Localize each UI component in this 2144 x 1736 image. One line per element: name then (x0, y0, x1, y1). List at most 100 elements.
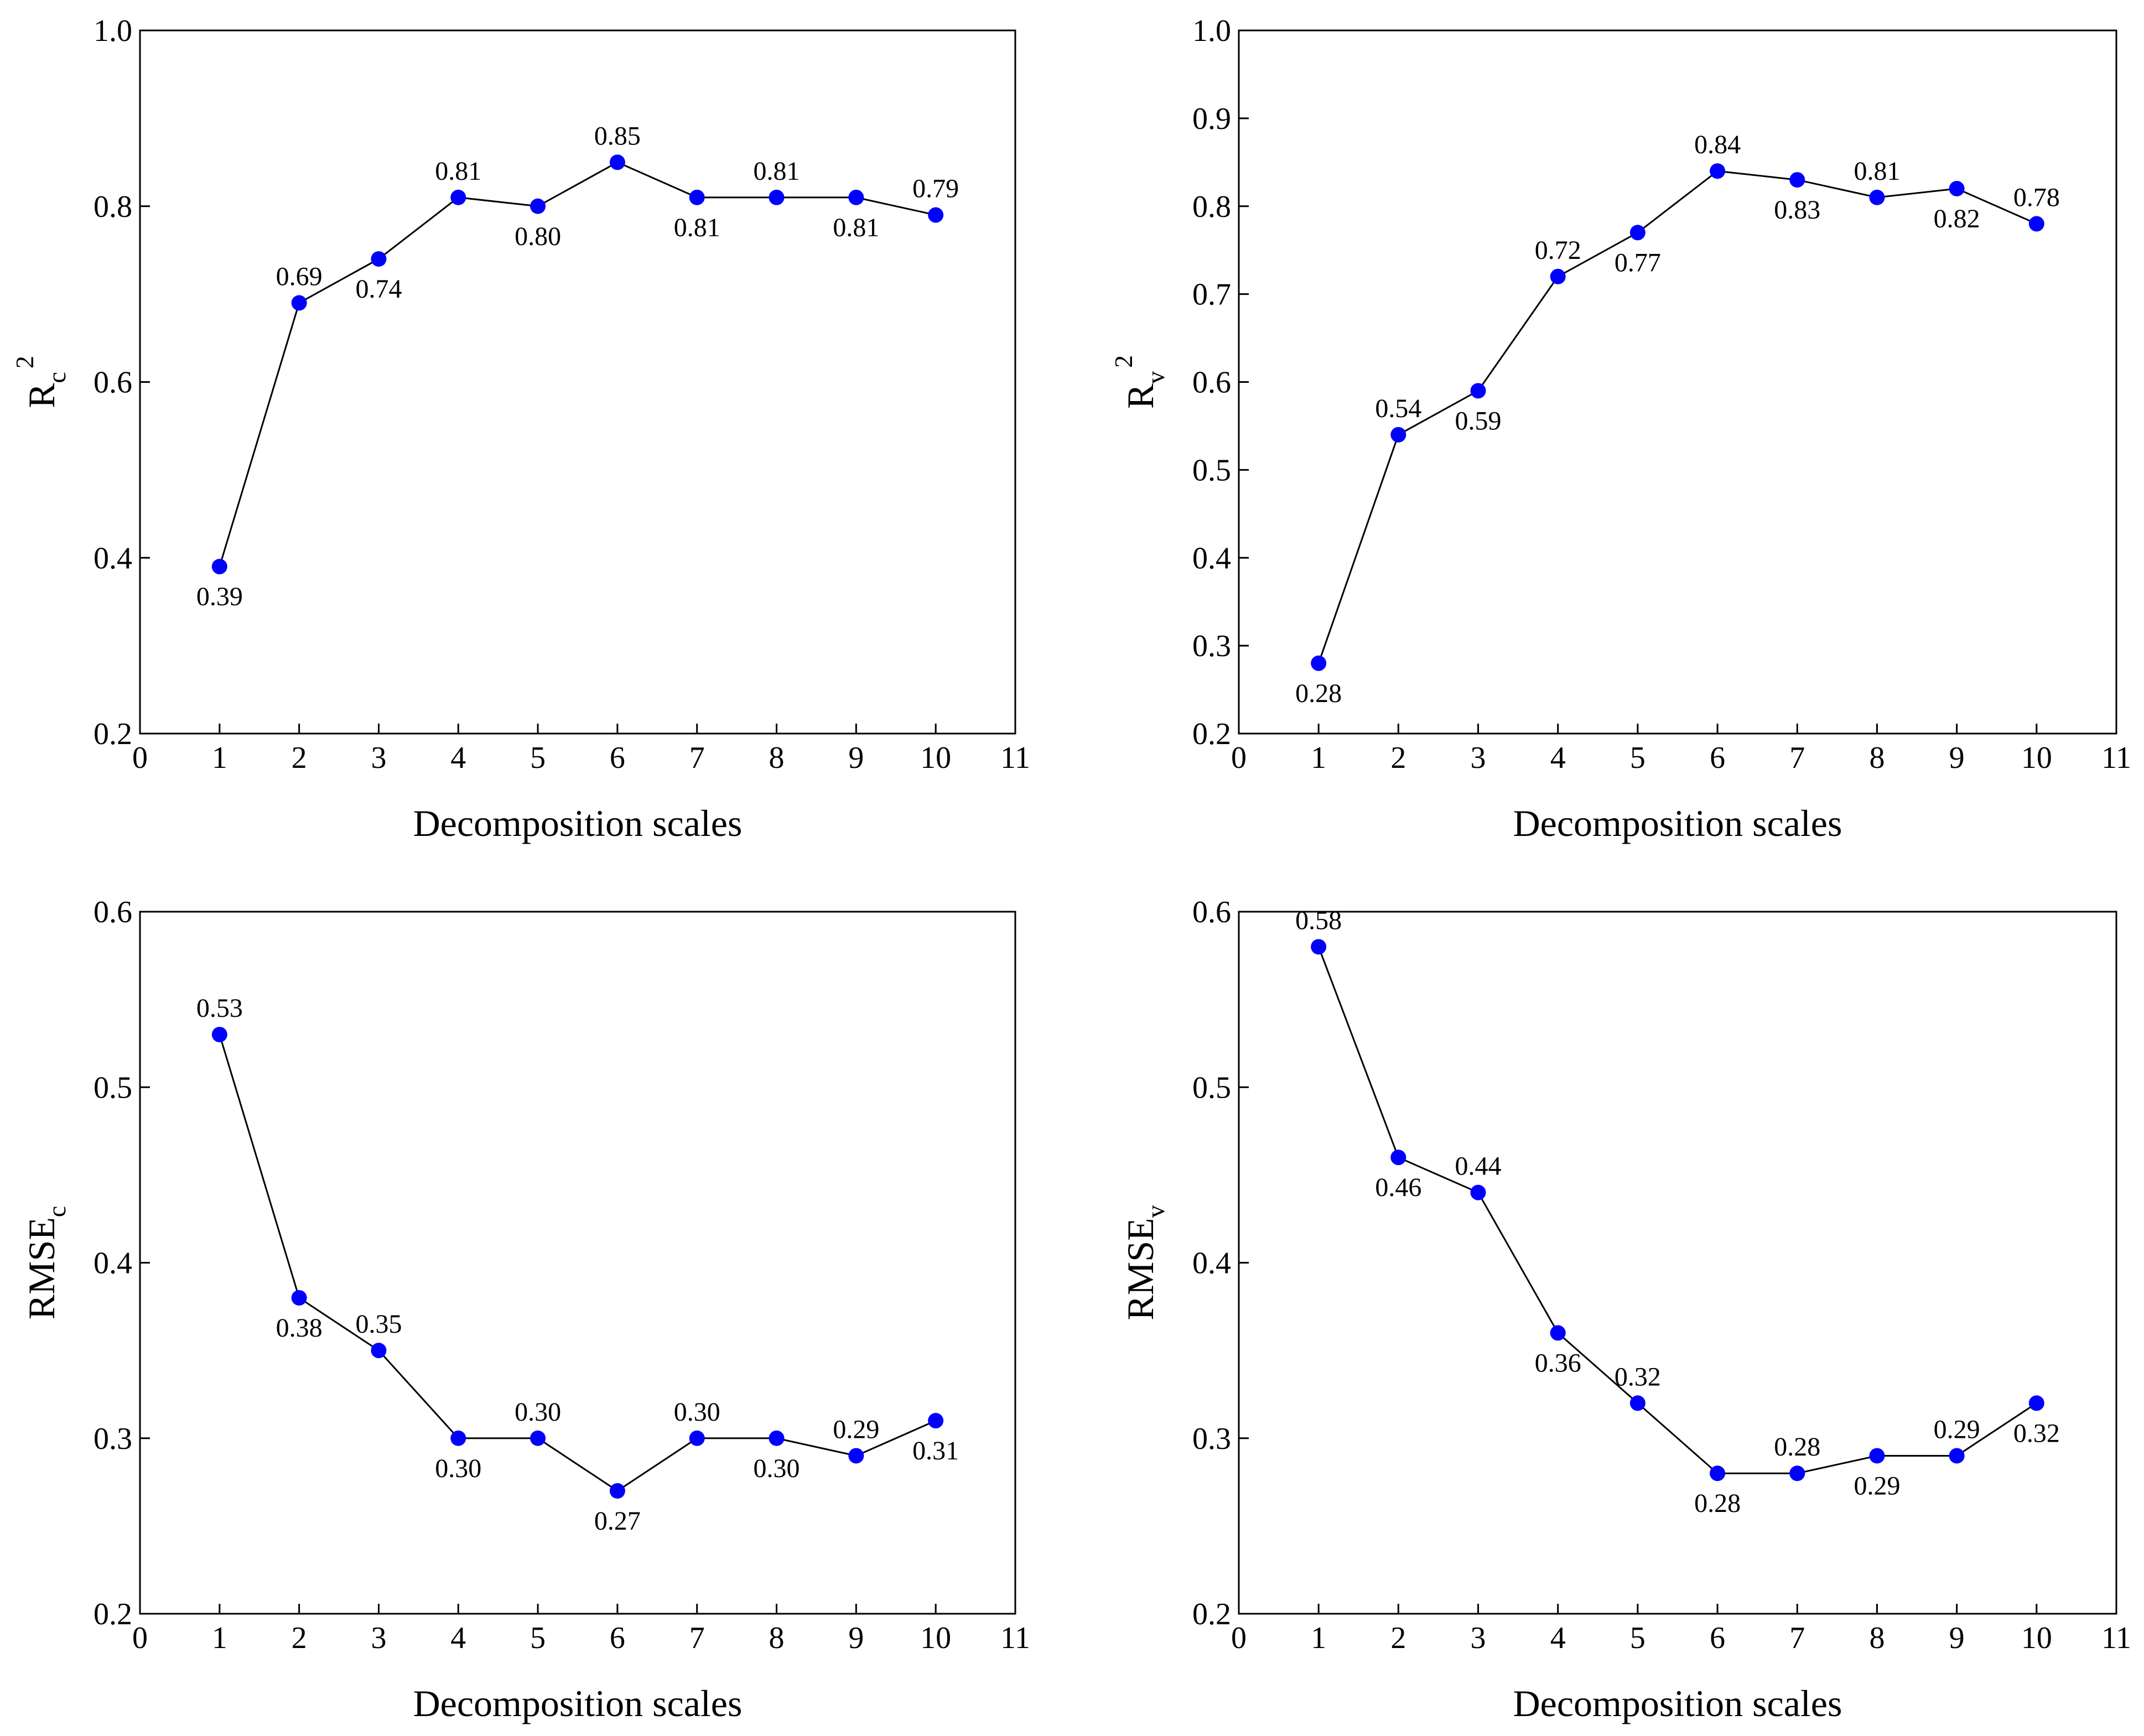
data-point (530, 1430, 546, 1446)
x-tick-label: 3 (371, 1621, 386, 1655)
data-point (1949, 1448, 1965, 1464)
y-axis-title-main: R (1119, 383, 1161, 409)
x-tick-label: 2 (1390, 1621, 1406, 1655)
y-axis-title-subscript: v (1141, 1205, 1170, 1218)
data-point (1550, 268, 1566, 284)
series-line (1317, 170, 2037, 664)
x-tick-label: 3 (371, 741, 386, 775)
y-tick-label: 0.2 (94, 1597, 132, 1631)
chart-panel-2: 0 1 2 3 4 5 6 7 8 9 10 11 0.2 0.3 0.4 0.5 0.6 0.7 0.8 0.9 1.… (1109, 14, 2131, 844)
x-tick-label: 5 (1630, 1621, 1645, 1655)
x-tick-label: 2 (292, 741, 307, 775)
y-tick-label: 0.4 (1192, 541, 1231, 575)
data-label: 0.31 (912, 1436, 959, 1465)
data-point (1789, 1465, 1805, 1482)
x-tick-label: 6 (610, 1621, 625, 1655)
x-tick-label: 10 (2021, 741, 2052, 775)
x-tick-label: 6 (1710, 1621, 1725, 1655)
plot-frame (139, 911, 1016, 1615)
data-label: 0.38 (276, 1313, 323, 1343)
data-label: 0.58 (1295, 906, 1342, 935)
data-label: 0.39 (196, 582, 243, 611)
data-point (848, 1448, 864, 1464)
x-tick-label: 5 (1630, 741, 1645, 775)
data-label: 0.35 (355, 1309, 402, 1339)
x-tick-label: 0 (132, 1621, 148, 1655)
data-point (928, 1413, 944, 1429)
y-tick-label: 0.6 (94, 366, 132, 400)
series-line (219, 161, 936, 567)
data-label: 0.81 (833, 213, 879, 242)
x-axis-title: Decomposition scales (1513, 802, 1842, 844)
data-point (1311, 939, 1327, 955)
y-tick-label: 0.3 (94, 1422, 132, 1456)
data-label: 0.80 (515, 222, 561, 251)
x-tick-label: 9 (1949, 741, 1965, 775)
y-tick-label: 1.0 (1192, 14, 1231, 48)
x-tick-label: 2 (292, 1621, 307, 1655)
data-label: 0.28 (1295, 679, 1342, 708)
data-point (609, 1483, 625, 1499)
x-tick-label: 10 (920, 741, 951, 775)
y-tick-label: 0.2 (1192, 1597, 1231, 1631)
data-label: 0.27 (594, 1506, 641, 1536)
data-label: 0.78 (2013, 183, 2060, 212)
x-tick-label: 7 (689, 741, 705, 775)
data-point (1550, 1325, 1566, 1341)
x-tick-label: 4 (450, 741, 466, 775)
data-point (1710, 1465, 1726, 1482)
data-point (2028, 216, 2044, 232)
x-tick-label: 9 (1949, 1621, 1965, 1655)
data-point (1629, 1395, 1645, 1411)
data-point (1869, 189, 1885, 205)
series-line (1317, 946, 2037, 1474)
x-tick-label: 0 (1231, 1621, 1247, 1655)
data-label: 0.59 (1455, 406, 1502, 435)
data-point (928, 207, 944, 223)
data-point (450, 1430, 466, 1446)
data-point (848, 189, 864, 205)
data-point (450, 189, 466, 205)
x-tick-label: 11 (1000, 741, 1030, 775)
chart-panel-3: 0 1 2 3 4 5 6 7 8 9 10 11 0.2 0.3 0.4 0.5 0.6 Decompositi… (20, 895, 1030, 1724)
x-tick-label: 3 (1471, 1621, 1486, 1655)
y-tick-label: 0.6 (1192, 895, 1231, 929)
data-label: 0.30 (515, 1397, 561, 1427)
data-point (689, 1430, 705, 1446)
y-axis-title: RMSEc (20, 1206, 71, 1320)
x-tick-label: 8 (1869, 1621, 1885, 1655)
x-tick-label: 7 (1789, 741, 1805, 775)
data-label: 0.84 (1694, 130, 1741, 159)
data-label: 0.82 (1934, 204, 1980, 233)
data-point (211, 559, 227, 575)
y-axis-title: Rv2 (1109, 355, 1170, 409)
y-tick-label: 0.2 (1192, 717, 1231, 751)
data-label: 0.81 (754, 157, 800, 186)
x-tick-label: 11 (2101, 741, 2131, 775)
y-tick-label: 0.5 (1192, 1070, 1231, 1105)
data-label: 0.53 (196, 994, 243, 1023)
x-tick-label: 7 (689, 1621, 705, 1655)
data-label: 0.29 (833, 1415, 879, 1444)
x-tick-label: 1 (1311, 1621, 1326, 1655)
x-axis-title: Decomposition scales (1513, 1682, 1842, 1724)
data-point (371, 1343, 387, 1359)
data-label: 0.69 (276, 262, 323, 292)
x-axis-title: Decomposition scales (413, 802, 743, 844)
data-label: 0.81 (435, 157, 481, 186)
x-tick-label: 4 (1550, 1621, 1566, 1655)
data-point (1470, 1184, 1486, 1200)
data-point (291, 1290, 307, 1306)
x-tick-label: 10 (2021, 1621, 2052, 1655)
y-axis-title-subscript: c (43, 1206, 71, 1217)
y-tick-label: 0.5 (94, 1070, 132, 1105)
data-label: 0.29 (1934, 1415, 1980, 1444)
y-tick-label: 0.6 (1192, 366, 1231, 400)
plot-frame (1238, 29, 2117, 735)
y-tick-label: 0.9 (1192, 102, 1231, 136)
data-point (1311, 655, 1327, 671)
y-tick-label: 1.0 (94, 14, 132, 48)
data-point (1629, 225, 1645, 241)
y-tick-label: 0.8 (1192, 190, 1231, 224)
